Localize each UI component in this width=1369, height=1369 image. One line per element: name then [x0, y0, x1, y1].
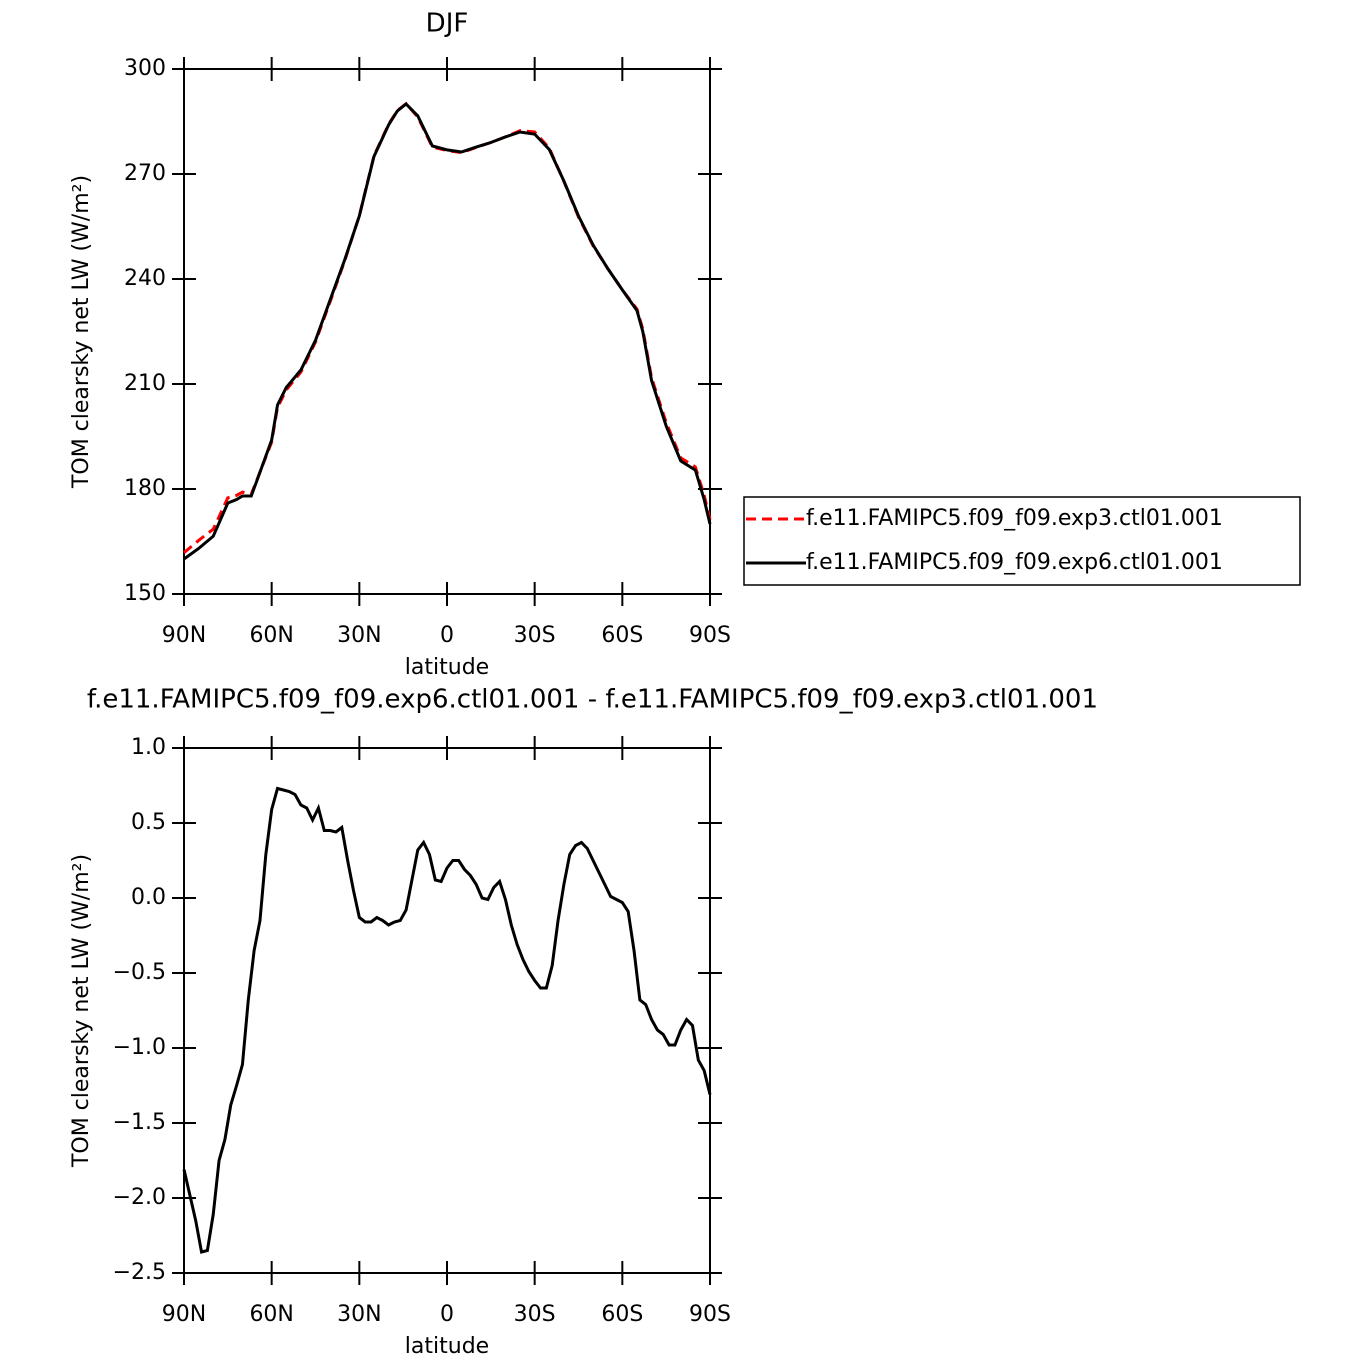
y-tick-label: −0.5: [113, 960, 166, 985]
x-tick-label: 60S: [601, 1302, 643, 1327]
y-tick-label: 1.0: [131, 735, 166, 760]
legend-label: f.e11.FAMIPC5.f09_f09.exp3.ctl01.001: [806, 506, 1223, 531]
y-tick-label: −1.0: [113, 1035, 166, 1060]
x-tick-label: 90N: [162, 623, 206, 648]
x-axis-label: latitude: [405, 655, 489, 680]
x-axis-label: latitude: [405, 1334, 489, 1359]
x-tick-label: 0: [440, 623, 454, 648]
legend-box: [743, 496, 1301, 586]
y-tick-label: 240: [124, 266, 166, 291]
x-tick-label: 90S: [689, 1302, 731, 1327]
y-tick-label: 0.5: [131, 810, 166, 835]
y-tick-label: 180: [124, 476, 166, 501]
data-line: [182, 786, 712, 1254]
y-tick-label: 150: [124, 581, 166, 606]
x-tick-label: 30S: [514, 623, 556, 648]
chart-title: DJF: [426, 9, 469, 39]
chart-title: f.e11.FAMIPC5.f09_f09.exp6.ctl01.001 - f…: [87, 685, 1098, 715]
y-tick-label: −2.0: [113, 1185, 166, 1210]
x-tick-label: 0: [440, 1302, 454, 1327]
x-tick-label: 90S: [689, 623, 731, 648]
y-tick-label: 300: [124, 56, 166, 81]
y-tick-label: 210: [124, 371, 166, 396]
x-tick-label: 60N: [249, 1302, 293, 1327]
x-tick-label: 60N: [249, 623, 293, 648]
y-axis-label: TOM clearsky net LW (W/m²): [69, 175, 94, 489]
y-axis-label: TOM clearsky net LW (W/m²): [69, 854, 94, 1168]
y-tick-label: 0.0: [131, 885, 166, 910]
legend-label: f.e11.FAMIPC5.f09_f09.exp6.ctl01.001: [806, 550, 1223, 575]
y-tick-label: 270: [124, 161, 166, 186]
y-tick-label: −2.5: [113, 1260, 166, 1285]
x-tick-label: 30N: [337, 623, 381, 648]
x-tick-label: 30N: [337, 1302, 381, 1327]
x-tick-label: 60S: [601, 623, 643, 648]
plot-frame: [183, 68, 711, 595]
data-line: [183, 101, 712, 561]
x-tick-label: 30S: [514, 1302, 556, 1327]
x-tick-label: 90N: [162, 1302, 206, 1327]
y-tick-label: −1.5: [113, 1110, 166, 1135]
data-line: [183, 101, 712, 554]
plot-frame: [183, 747, 711, 1274]
